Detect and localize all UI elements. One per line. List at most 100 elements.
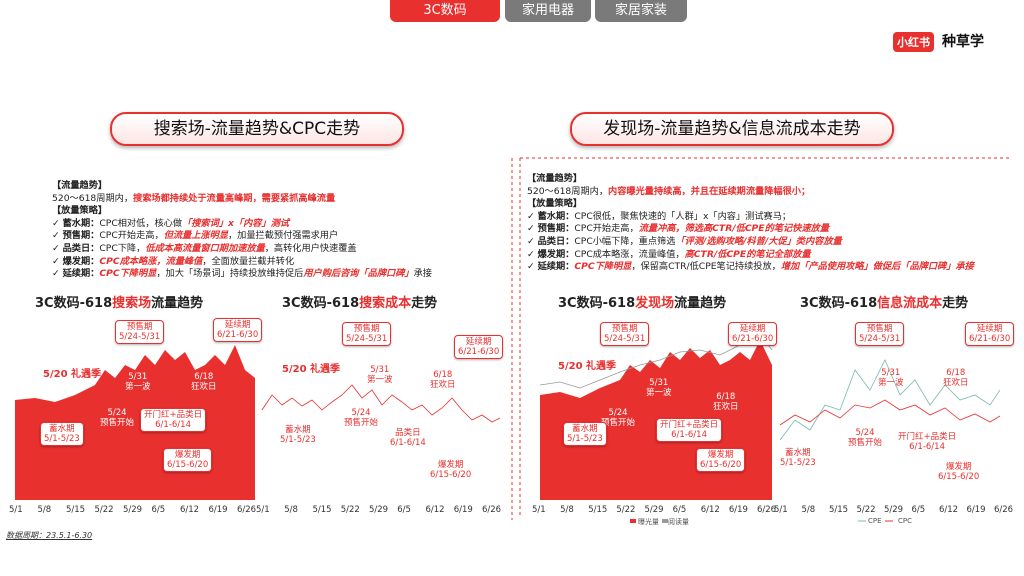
x-tick-label: 5/1: [9, 505, 23, 515]
text-line: 预售期：CPC开始走高，流量冲高，筛选高CTR/低CPE的笔记快速放量: [527, 223, 974, 236]
annotation: 预售期 5/24-5/31: [855, 322, 905, 346]
annotation: 6/18 狂欢日: [191, 372, 217, 392]
legend-swatch: [662, 519, 668, 523]
annotation: 开门红+品类日 6/1-6/14: [140, 408, 207, 432]
text-line: 蓄水期：CPC相对低，核心做「搜索词」x「内容」测试: [52, 218, 432, 231]
tab[interactable]: 家用电器: [505, 0, 591, 22]
annotation: 5/31 第一波: [125, 372, 151, 392]
legend-swatch: [630, 519, 636, 523]
x-tick-label: 5/1: [774, 505, 788, 515]
annotation: 5/20 礼遇季: [43, 369, 102, 380]
text-line: 520～618周期内，搜索场都持续处于流量高峰期，需要紧抓高峰流量: [52, 193, 432, 206]
chart-title-part: 信息流成本: [877, 296, 943, 311]
logo-text: 种草学: [942, 34, 984, 50]
x-tick-label: 5/29: [123, 505, 143, 515]
annotation: 爆发期 6/15-6/20: [696, 448, 746, 472]
annotation: 5/20 礼遇季: [558, 361, 617, 372]
x-tick-label: 5/15: [66, 505, 86, 515]
x-tick-label: 6/19: [208, 505, 228, 515]
chart-title-part: 走势: [942, 296, 969, 311]
text-line: 品类日：CPC下降，低成本高流量窗口期加速放量，高转化用户快速覆盖: [52, 243, 432, 256]
text-block: 【流量趋势】 520～618周期内，搜索场都持续处于流量高峰期，需要紧抓高峰流量【…: [52, 180, 432, 281]
chart-title-part: 搜索成本: [359, 296, 412, 311]
x-tick-label: 6/19: [728, 505, 748, 515]
item-text: 承接: [413, 268, 432, 280]
text-line: 【流量趋势】: [527, 173, 974, 186]
annotation: 5/31 第一波: [646, 378, 672, 398]
strategy-title: 【放量策略】: [527, 198, 583, 210]
annotation: 爆发期 6/15-6/20: [430, 460, 472, 480]
chart-title-part: 发现场: [635, 296, 675, 311]
annotation: 预售期 5/24-5/31: [600, 322, 650, 346]
annotation: 蓄水期 5/1-5/23: [780, 448, 816, 468]
x-tick-label: 5/8: [37, 505, 52, 515]
text-line: 蓄水期：CPC很低，聚焦快速的「人群」x「内容」测试赛马；: [527, 211, 974, 224]
annotation: 延续期 6/21-6/30: [454, 335, 504, 359]
x-tick-label: 6/12: [700, 505, 720, 515]
item-text: CPC很低，聚焦快速的「人群」x「内容」测试赛马；: [574, 210, 792, 222]
annotation: 爆发期 6/15-6/20: [938, 462, 980, 482]
trend-title: 【流量趋势】: [52, 180, 108, 191]
text-line: 延续期：CPC下降明显，加大「场景词」持续投放维持促后用户购后咨询「品牌口碑」承…: [52, 268, 432, 281]
item-label: 品类日：: [62, 242, 100, 254]
x-tick-label: 6/5: [151, 505, 166, 515]
x-tick-label: 5/29: [884, 505, 904, 515]
annotation: 蓄水期 5/1-5/23: [563, 422, 607, 446]
item-text: 但流量上涨明显: [163, 230, 228, 242]
item-text: 「搜索词」x「内容」测试: [182, 217, 290, 229]
text-line: 【放量策略】: [527, 198, 974, 211]
chart-title-part: 流量趋势: [151, 296, 204, 311]
chart-title-part: 3C数码-618: [558, 296, 636, 311]
annotation: 6/18 狂欢日: [430, 370, 456, 390]
annotation: 5/24 预售开始: [100, 408, 135, 428]
x-tick-label: 5/15: [312, 505, 332, 515]
annotation: 5/24 预售开始: [344, 408, 379, 428]
item-text: CPC下降明显: [99, 268, 157, 280]
annotation: 品类日 6/1-6/14: [390, 428, 426, 448]
annotation: 5/31 第一波: [878, 368, 904, 388]
x-tick-label: 5/8: [560, 505, 574, 515]
x-tick-label: 6/12: [939, 505, 959, 515]
annotation: 5/31 第一波: [367, 365, 393, 385]
trend-text: 520～618周期内，: [527, 185, 609, 197]
x-tick-label: 6/5: [911, 505, 926, 515]
section-heading: 搜索场-流量趋势&CPC走势: [110, 112, 404, 146]
annotation: 延续期 6/21-6/30: [965, 322, 1015, 346]
item-text: CPC成本略涨，流量峰值，: [574, 248, 685, 260]
item-label: 爆发期：: [537, 248, 575, 260]
item-text: 低成本高流量窗口期加速放量: [145, 242, 265, 254]
item-text: CPC小幅下降，重点筛选: [574, 235, 676, 247]
item-label: 爆发期：: [62, 255, 100, 267]
item-text: ，加量拦截预付强需求用户: [228, 230, 339, 242]
trend-text: 520～618周期内，: [52, 192, 134, 204]
chart-title: 3C数码-618搜索成本走势: [282, 292, 437, 311]
x-tick-label: 6/19: [966, 505, 986, 515]
x-tick-label: 6/26: [757, 505, 777, 515]
annotation: 5/24 预售开始: [848, 428, 883, 448]
x-tick-label: 6/19: [453, 505, 473, 515]
item-label: 蓄水期：: [62, 217, 100, 229]
tab[interactable]: 家居家装: [595, 0, 687, 22]
item-text: CPC开始走高，: [99, 230, 164, 242]
tab[interactable]: 3C数码: [390, 0, 500, 22]
item-text: 流量冲高，筛选高CTR/低CPE的笔记快速放量: [638, 223, 829, 235]
chart-title-part: 3C数码-618: [800, 296, 878, 311]
x-tick-label: 5/8: [801, 505, 816, 515]
x-tick-label: 5/22: [340, 505, 360, 515]
x-tick-label: 6/26: [237, 505, 257, 515]
x-tick-label: 5/22: [616, 505, 636, 515]
item-label: 延续期：: [62, 268, 100, 280]
logo-badge: 小红书: [893, 32, 934, 52]
footnote: 数据周期：23.5.1-6.30: [6, 531, 93, 540]
trend-title: 【流量趋势】: [527, 173, 583, 184]
text-line: 爆发期：CPC成本略涨，流量峰值，全面放量拦截并转化: [52, 256, 432, 269]
trend-text: 内容曝光量持续高，并且在延续期流量降幅很小；: [608, 185, 811, 197]
item-text: ，全面放量拦截并转化: [202, 255, 295, 267]
text-line: 520～618周期内，内容曝光量持续高，并且在延续期流量降幅很小；: [527, 186, 974, 199]
x-tick-label: 5/1: [256, 505, 270, 515]
item-label: 蓄水期：: [537, 210, 575, 222]
x-tick-label: 6/12: [180, 505, 200, 515]
annotation: 预售期 5/24-5/31: [342, 322, 392, 346]
